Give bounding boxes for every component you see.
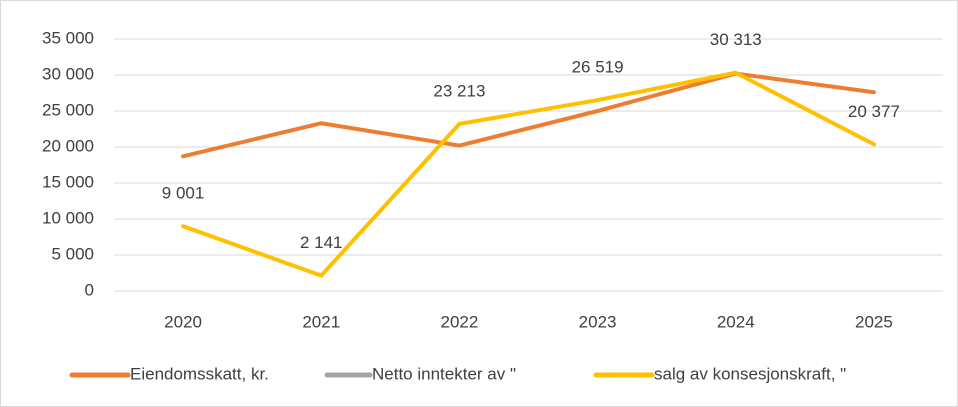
y-tick-label: 5 000 xyxy=(51,244,94,263)
x-tick-label: 2021 xyxy=(302,312,340,331)
data-label: 9 001 xyxy=(162,184,205,203)
legend-label: Eiendomsskatt, kr. xyxy=(130,364,269,383)
y-tick-label: 10 000 xyxy=(42,208,94,227)
legend-label: salg av konsesjonskraft, " xyxy=(654,364,846,383)
data-label: 26 519 xyxy=(572,58,624,77)
x-tick-label: 2025 xyxy=(855,312,893,331)
series-line xyxy=(181,70,876,278)
legend-label: Netto inntekter av " xyxy=(372,364,516,383)
x-tick-label: 2024 xyxy=(717,312,755,331)
data-label: 30 313 xyxy=(710,30,762,49)
data-label: 20 377 xyxy=(848,102,900,121)
y-tick-label: 20 000 xyxy=(42,136,94,155)
y-tick-label: 15 000 xyxy=(42,172,94,191)
y-tick-label: 25 000 xyxy=(42,100,94,119)
data-label: 2 141 xyxy=(300,233,343,252)
y-tick-label: 0 xyxy=(85,280,94,299)
x-tick-label: 2022 xyxy=(441,312,479,331)
data-label: 23 213 xyxy=(433,81,485,100)
x-tick-label: 2023 xyxy=(579,312,617,331)
series-line xyxy=(181,71,876,159)
x-tick-label: 2020 xyxy=(164,312,202,331)
y-tick-label: 35 000 xyxy=(42,28,94,47)
y-tick-label: 30 000 xyxy=(42,64,94,83)
